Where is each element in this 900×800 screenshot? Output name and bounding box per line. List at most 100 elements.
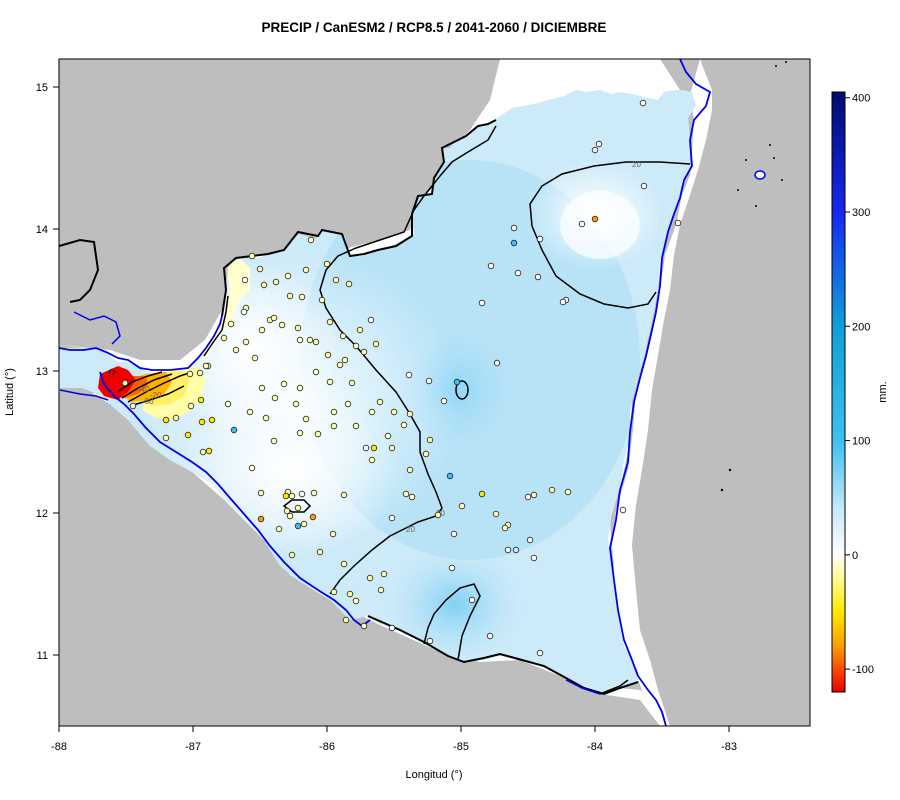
station-marker — [339, 332, 347, 340]
station-marker — [199, 448, 207, 456]
station-marker — [530, 491, 538, 499]
station-marker — [330, 408, 338, 416]
contour-neg-1 — [203, 295, 229, 357]
station-marker — [202, 362, 210, 370]
contour-label-neg20: -20 — [150, 391, 162, 400]
contour-20-south-2 — [599, 679, 629, 695]
station-marker — [282, 492, 290, 500]
station-marker — [578, 220, 586, 228]
station-marker — [248, 464, 256, 472]
y-tick-label: 14 — [36, 224, 48, 236]
station-marker — [184, 431, 192, 439]
y-tick-label: 15 — [36, 82, 48, 94]
station-marker — [372, 340, 380, 348]
station-marker — [478, 299, 486, 307]
station-marker — [426, 436, 434, 444]
station-marker — [458, 502, 466, 510]
station-marker — [388, 624, 396, 632]
station-marker — [514, 269, 522, 277]
contour-label-20-b: 20 — [406, 525, 415, 534]
station-marker — [286, 512, 294, 520]
station-marker — [360, 348, 368, 356]
fonseca-shore — [59, 311, 121, 401]
station-marker — [510, 239, 518, 247]
contour-label-neg60: -60 — [142, 397, 154, 406]
station-marker — [258, 384, 266, 392]
caribbean-coastline — [609, 59, 712, 726]
land-honduras — [59, 59, 500, 360]
station-marker — [478, 490, 486, 498]
station-marker — [526, 536, 534, 544]
colorbar-tick-label: 300 — [852, 207, 870, 219]
station-marker — [425, 377, 433, 385]
contours — [117, 125, 691, 695]
station-marker — [286, 292, 294, 300]
station-marker — [198, 418, 206, 426]
station-marker — [402, 490, 410, 498]
station-marker — [504, 546, 512, 554]
station-marker — [312, 338, 320, 346]
station-marker — [342, 616, 350, 624]
station-marker — [298, 293, 306, 301]
station-marker — [332, 276, 340, 284]
station-marker — [220, 334, 228, 342]
station-marker — [370, 444, 378, 452]
station-marker — [446, 472, 454, 480]
station-marker — [275, 525, 283, 533]
station-marker — [352, 342, 360, 350]
station-marker — [360, 622, 368, 630]
station-marker — [340, 560, 348, 568]
colorbar-tick-label: 0 — [852, 550, 858, 562]
station-marker — [341, 356, 349, 364]
x-tick-label: -87 — [185, 741, 201, 753]
lake-shore-south — [565, 679, 601, 695]
station-points — [108, 99, 682, 657]
station-marker — [487, 262, 495, 270]
station-marker — [468, 596, 476, 604]
station-marker — [298, 490, 306, 498]
station-marker — [390, 408, 398, 416]
station-marker — [256, 265, 264, 273]
station-marker — [205, 447, 213, 455]
x-tick-label: -85 — [453, 741, 469, 753]
station-marker — [434, 511, 442, 519]
station-marker — [450, 530, 458, 538]
colorbar-tick-label: 200 — [852, 321, 870, 333]
station-marker — [384, 432, 392, 440]
station-marker — [288, 492, 296, 500]
station-marker — [262, 414, 270, 422]
station-marker — [524, 493, 532, 501]
station-marker — [674, 219, 682, 227]
national-border-south — [367, 615, 639, 696]
station-marker — [302, 415, 310, 423]
y-axis-label: Latitud (°) — [4, 368, 16, 416]
contour-neg-5 — [129, 385, 185, 407]
station-marker — [595, 140, 603, 148]
station-marker — [288, 551, 296, 559]
station-marker — [270, 314, 278, 322]
station-marker — [271, 394, 279, 402]
contour-small-center — [455, 380, 469, 400]
station-marker — [536, 235, 544, 243]
station-marker — [406, 466, 414, 474]
contour-20-east — [319, 125, 497, 595]
contour-neg-2 — [127, 371, 193, 403]
station-marker — [406, 410, 414, 418]
colorbar-tick-label: 400 — [852, 93, 870, 105]
colorbar-tick-label: 100 — [852, 436, 870, 448]
station-marker — [272, 278, 280, 286]
station-marker — [340, 491, 348, 499]
station-marker — [248, 252, 256, 260]
colorbar-ramp — [831, 91, 846, 693]
station-marker — [294, 324, 302, 332]
station-marker — [564, 488, 572, 496]
plot-frame — [58, 58, 811, 727]
station-marker — [362, 444, 370, 452]
map-title: PRECIP / CanESM2 / RCP8.5 / 2041-2060 / … — [261, 20, 607, 35]
station-marker — [162, 434, 170, 442]
station-marker — [536, 649, 544, 657]
x-tick-label: -88 — [51, 741, 67, 753]
pacific-coastline — [59, 315, 371, 628]
x-tick-label: -86 — [319, 741, 335, 753]
